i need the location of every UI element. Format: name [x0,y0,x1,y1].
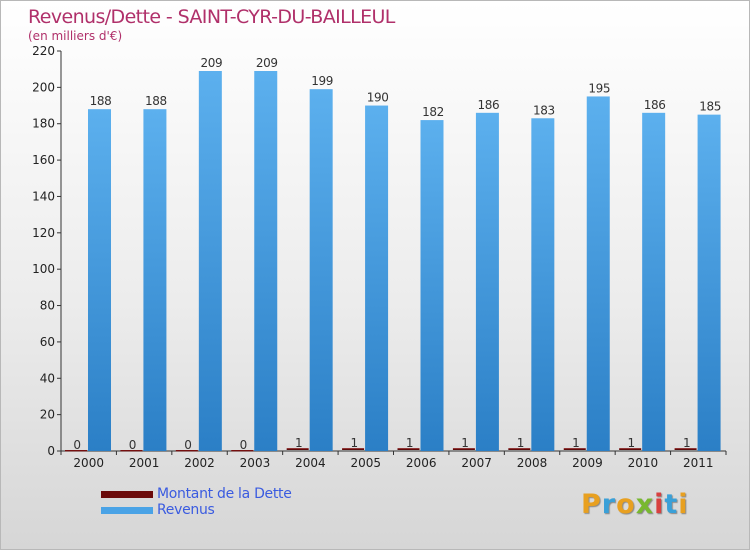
bar-debt-2005 [342,448,365,450]
legend-swatch-revenue [101,506,153,514]
data-label-debt-2009: 1 [572,436,579,450]
y-tick-label: 140 [32,189,55,203]
logo-letter: r [601,489,617,520]
data-label-debt-2004: 1 [295,436,302,450]
x-tick-label: 2011 [683,456,714,470]
y-tick-label: 120 [32,226,55,240]
data-label-debt-2003: 0 [240,438,247,452]
data-label-debt-2007: 1 [461,436,468,450]
bar-revenue-2011 [697,114,721,452]
x-tick-label: 2008 [517,456,548,470]
bar-debt-2009 [563,448,586,450]
data-label-revenue-2010: 186 [644,98,666,112]
bar-revenue-2008 [531,118,555,451]
y-tick-label: 200 [32,80,55,94]
legend: Montant de la Dette Revenus [101,486,292,518]
bar-revenue-2004 [309,89,333,451]
x-tick-label: 2007 [461,456,492,470]
legend-item-revenue: Revenus [101,502,292,518]
bar-revenue-2003 [254,71,278,451]
legend-label-debt: Montant de la Dette [157,486,292,502]
bar-revenue-2005 [365,105,389,451]
bar-revenue-2000 [88,109,111,451]
y-tick-label: 60 [40,335,55,349]
data-label-revenue-2011: 185 [699,100,721,114]
data-label-debt-2006: 1 [406,436,413,450]
logo-letter: i [678,489,689,520]
bar-debt-2002 [175,450,198,452]
x-tick-label: 2006 [406,456,437,470]
bar-debt-2006 [397,448,420,450]
logo-letter: o [616,489,636,520]
legend-swatch-debt [101,490,153,498]
y-tick-label: 100 [32,262,55,276]
data-label-revenue-2002: 209 [200,56,222,70]
data-label-debt-2008: 1 [517,436,524,450]
x-tick-label: 2009 [572,456,603,470]
y-tick-label: 0 [47,444,55,458]
data-label-revenue-2000: 188 [90,94,112,108]
data-label-revenue-2006: 182 [422,105,444,119]
data-label-revenue-2005: 190 [367,91,389,105]
bar-debt-2008 [508,448,531,450]
chart-title: Revenus/Dette - SAINT-CYR-DU-BAILLEUL [28,6,395,28]
data-label-revenue-2004: 199 [311,74,333,88]
bar-debt-2011 [674,448,697,450]
y-tick-label: 40 [40,371,55,385]
logo-letter: t [664,489,679,520]
data-label-revenue-2003: 209 [256,56,278,70]
data-label-debt-2002: 0 [184,438,191,452]
data-label-debt-2010: 1 [628,436,635,450]
bars [65,71,721,452]
y-tick-label: 220 [32,44,55,58]
data-label-debt-2011: 1 [683,436,690,450]
x-tick-label: 2002 [184,456,215,470]
bar-revenue-2010 [642,112,666,452]
data-label-revenue-2007: 186 [478,98,500,112]
x-tick-label: 2004 [295,456,326,470]
data-label-revenue-2008: 183 [533,103,555,117]
x-tick-label: 2005 [351,456,382,470]
bar-debt-2000 [65,450,87,452]
x-tick-label: 2001 [129,456,160,470]
bar-revenue-2002 [198,71,222,451]
bar-debt-2003 [231,450,254,452]
bar-debt-2007 [452,448,475,450]
data-labels: 0 188 0 188 0 209 0 209 1 199 1 190 1 182 1 186 1 183 1 195… [73,56,721,452]
data-label-debt-2000: 0 [73,438,80,452]
y-tick-label: 20 [40,408,55,422]
data-label-revenue-2009: 195 [588,81,610,95]
legend-label-revenue: Revenus [157,502,215,518]
bar-revenue-2009 [586,96,610,452]
x-tick-label: 2003 [240,456,271,470]
logo-letter: i [654,489,665,520]
proxiti-logo: Proxiti [581,489,689,520]
y-tick-label: 160 [32,153,55,167]
legend-item-debt: Montant de la Dette [101,486,292,502]
bar-debt-2010 [619,448,642,450]
bar-debt-2001 [120,450,143,452]
bar-debt-2004 [286,448,309,450]
logo-letter: x [635,489,655,520]
y-tick-label: 180 [32,117,55,131]
data-label-debt-2005: 1 [350,436,357,450]
data-label-revenue-2001: 188 [145,94,167,108]
data-label-debt-2001: 0 [129,438,136,452]
x-tick-label: 2010 [628,456,659,470]
y-tick-label: 80 [40,299,55,313]
bar-revenue-2007 [475,112,499,452]
x-tick-label: 2000 [73,456,104,470]
chart-subtitle: (en milliers d'€) [28,29,123,43]
bar-revenue-2001 [143,109,167,451]
logo-letter: P [581,489,602,520]
bar-revenue-2006 [420,120,444,451]
